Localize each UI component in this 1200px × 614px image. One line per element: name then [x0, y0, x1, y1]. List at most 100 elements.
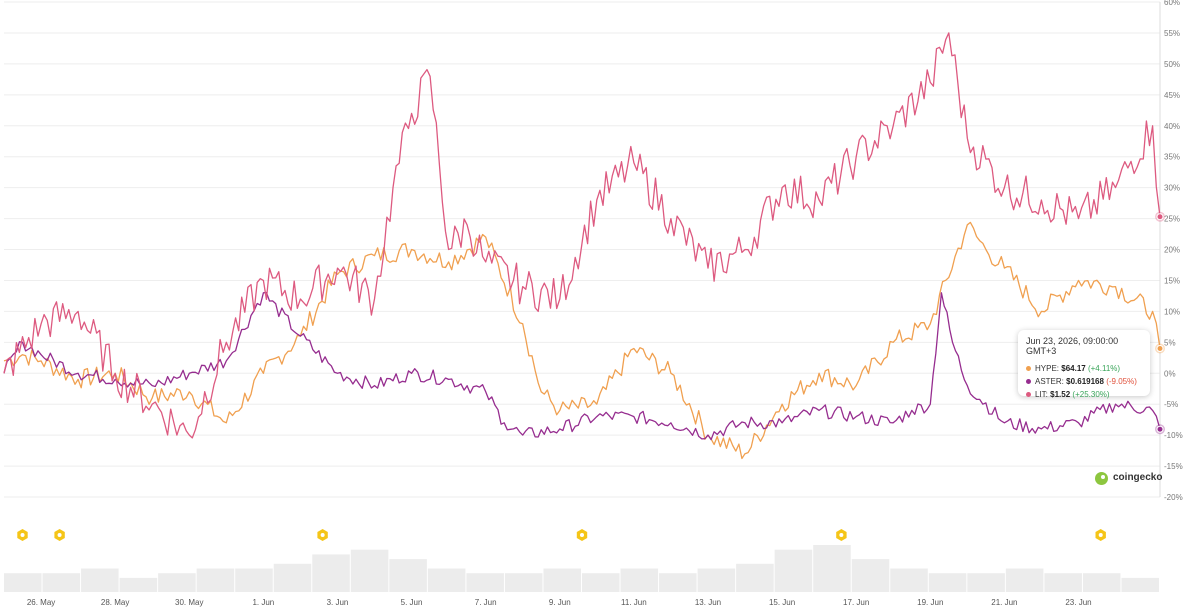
grid-lines	[4, 1, 1161, 498]
tooltip-date: Jun 23, 2026, 09:00:00 GMT+3	[1026, 336, 1119, 356]
y-tick-label: -15%	[1164, 462, 1183, 471]
y-tick-label: 30%	[1164, 184, 1180, 193]
hover-tooltip: Jun 23, 2026, 09:00:00 GMT+3 HYPE: $64.1…	[1018, 330, 1150, 399]
volume-bar	[158, 573, 196, 592]
gecko-icon	[1095, 472, 1108, 485]
volume-bar	[659, 573, 697, 592]
volume-bar	[389, 559, 427, 592]
volume-bar	[543, 568, 581, 592]
volume-bar	[427, 568, 466, 592]
volume-area	[4, 545, 1159, 592]
event-markers	[17, 529, 1106, 541]
event-marker-dot	[1098, 533, 1103, 537]
hype-price: $64.17	[1061, 364, 1086, 373]
volume-bar	[119, 577, 158, 592]
volume-bar	[620, 568, 659, 592]
y-axis-ticks: -20% -15% -10% -5% 0% 5% 10% 15% 20% 25% 30% 35% 40%…	[1164, 0, 1183, 502]
y-tick-label: 15%	[1164, 276, 1180, 285]
volume-bar	[967, 573, 1005, 592]
volume-bar	[350, 549, 389, 592]
lit-dot	[1026, 392, 1031, 398]
volume-bar	[42, 573, 81, 592]
hype-symbol: HYPE:	[1035, 364, 1060, 373]
x-tick-label: 23. Jun	[1065, 598, 1091, 607]
volume-bar	[582, 573, 620, 592]
volume-bar	[697, 568, 736, 592]
x-tick-label: 3. Jun	[327, 598, 349, 607]
x-tick-label: 30. May	[175, 598, 203, 607]
series-line-hype	[3, 221, 1161, 460]
y-tick-label: -20%	[1164, 493, 1183, 502]
hype-change: (+4.11%)	[1087, 364, 1121, 373]
y-tick-label: 45%	[1164, 91, 1180, 100]
volume-bar	[736, 563, 774, 592]
x-tick-label: 13. Jun	[695, 598, 721, 607]
x-tick-label: 28. May	[101, 598, 129, 607]
aster-price: $0.619168	[1066, 377, 1104, 386]
series-endpoints	[1155, 211, 1165, 435]
y-tick-label: -5%	[1164, 400, 1178, 409]
endpoint-dot-lit	[1156, 213, 1164, 221]
x-tick-label: 17. Jun	[843, 598, 869, 607]
volume-bar	[504, 573, 543, 592]
logo-text: coingecko	[1113, 472, 1163, 483]
y-tick-label: 20%	[1164, 246, 1180, 255]
series-lines	[3, 32, 1161, 460]
x-tick-label: 15. Jun	[769, 598, 795, 607]
x-tick-label: 19. Jun	[917, 598, 943, 607]
volume-bar	[235, 568, 273, 592]
x-tick-label: 21. Jun	[991, 598, 1017, 607]
tooltip-row-hype: HYPE: $64.17 (+4.11%)	[1026, 362, 1142, 375]
x-tick-label: 26. May	[27, 598, 55, 607]
volume-bar	[1121, 577, 1159, 592]
tooltip-row-lit: LIT: $1.52 (+25.30%)	[1026, 388, 1142, 401]
volume-bar	[196, 568, 235, 592]
x-tick-label: 7. Jun	[475, 598, 497, 607]
volume-bar	[1044, 573, 1082, 592]
volume-bar	[1082, 573, 1121, 592]
event-marker-dot	[580, 533, 584, 537]
y-tick-label: 0%	[1164, 369, 1176, 378]
event-marker-dot	[839, 533, 844, 537]
x-tick-label: 11. Jun	[621, 598, 647, 607]
y-tick-label: 25%	[1164, 215, 1180, 224]
volume-bar	[851, 559, 890, 592]
aster-dot	[1026, 379, 1031, 385]
series-line-lit	[3, 32, 1161, 439]
coingecko-logo: coingecko	[1095, 472, 1165, 488]
volume-bar	[1005, 568, 1044, 592]
aster-change: (-9.05%)	[1106, 377, 1137, 386]
y-tick-label: 50%	[1164, 60, 1180, 69]
y-tick-label: -10%	[1164, 431, 1183, 440]
aster-symbol: ASTER:	[1035, 377, 1064, 386]
event-marker-dot	[20, 533, 25, 537]
volume-bar	[312, 554, 350, 592]
volume-bar	[890, 568, 928, 592]
volume-bar	[813, 545, 851, 592]
y-tick-label: 10%	[1164, 307, 1180, 316]
volume-bar	[4, 573, 42, 592]
y-tick-label: 35%	[1164, 153, 1180, 162]
x-tick-label: 5. Jun	[401, 598, 423, 607]
volume-bar	[81, 568, 119, 592]
event-marker-dot	[320, 533, 325, 537]
volume-bar	[273, 563, 312, 592]
volume-bar	[774, 549, 813, 592]
x-axis-ticks: 26. May 28. May 30. May 1. Jun 3. Jun 5. Jun 7…	[27, 598, 1092, 607]
y-tick-label: 40%	[1164, 122, 1180, 131]
x-tick-label: 1. Jun	[252, 598, 274, 607]
x-tick-label: 9. Jun	[549, 598, 571, 607]
y-tick-label: 60%	[1164, 0, 1180, 7]
tooltip-row-aster: ASTER: $0.619168 (-9.05%)	[1026, 375, 1142, 388]
endpoint-dot-aster	[1156, 425, 1164, 433]
volume-bar	[466, 573, 504, 592]
lit-change: (+25.30%)	[1072, 390, 1110, 399]
lit-price: $1.52	[1050, 390, 1071, 399]
lit-symbol: LIT:	[1035, 390, 1048, 399]
hype-dot	[1026, 366, 1031, 372]
y-tick-label: 55%	[1164, 29, 1180, 38]
event-marker-dot	[57, 533, 62, 537]
endpoint-dot-hype	[1156, 345, 1164, 352]
